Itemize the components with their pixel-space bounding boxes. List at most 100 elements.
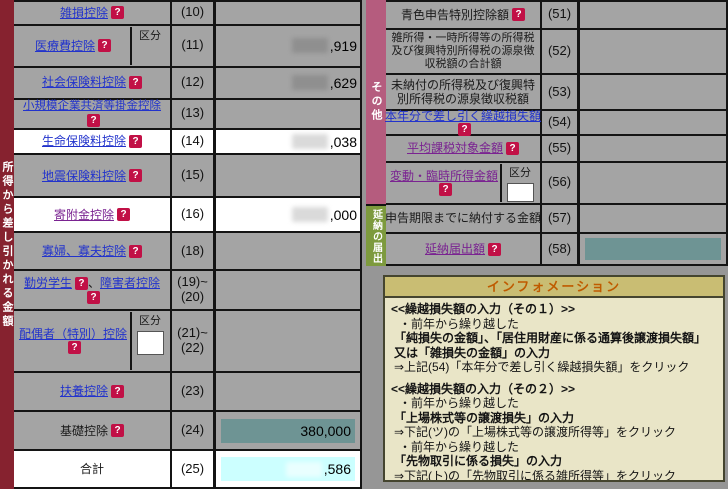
total-label: 合計 <box>79 461 104 476</box>
row-number: (57) <box>542 204 580 233</box>
row-label-cell: 扶養控除? <box>14 372 172 411</box>
donation-deduction-link[interactable]: 寄附金控除 <box>53 207 114 222</box>
other-section-band: その他 <box>366 0 386 204</box>
help-icon[interactable]: ? <box>117 208 130 222</box>
help-icon[interactable]: ? <box>458 123 471 137</box>
row-number: (54) <box>542 110 580 134</box>
redacted-digits <box>291 207 328 223</box>
help-icon[interactable]: ? <box>129 244 142 258</box>
row-value-cell <box>580 75 726 109</box>
row-number: (53) <box>542 75 580 109</box>
table-row: 地震保険料控除? (15) <box>14 155 360 199</box>
help-icon[interactable]: ? <box>98 39 111 53</box>
row-number: (56) <box>542 162 580 203</box>
category-subcell: 区分 <box>130 311 168 370</box>
row-number: (24) <box>172 412 216 450</box>
help-icon[interactable]: ? <box>129 76 142 90</box>
redacted-digits <box>291 75 328 91</box>
help-icon[interactable]: ? <box>111 424 124 438</box>
blue-return-special-deduction-label: 青色申告特別控除額 <box>400 7 509 22</box>
row-value: ,919 <box>329 37 357 54</box>
row-value-cell <box>216 2 360 24</box>
info-line: ⇒上記(54)「本年分で差し引く繰越損失額」をクリック <box>394 360 690 374</box>
row-number: (58) <box>542 234 580 264</box>
category-subcell: 区分 <box>500 163 538 202</box>
help-icon[interactable]: ? <box>68 341 81 355</box>
row-number: (12) <box>172 67 216 98</box>
deferred-payment-section-label: 延納の届出 <box>370 208 382 264</box>
table-row: 合計 (25) ,586 <box>14 451 360 489</box>
row-value-cell <box>580 30 726 74</box>
category-input[interactable] <box>136 330 164 355</box>
help-icon[interactable]: ? <box>488 242 501 256</box>
help-icon[interactable]: ? <box>87 290 100 304</box>
row-number: (15) <box>172 155 216 197</box>
life-insurance-deduction-link[interactable]: 生命保険料控除 <box>41 134 126 149</box>
table-row: 雑所得・一時所得等の所得税及び復興特別所得税の源泉徴収税額の合計額 (52) <box>386 29 726 76</box>
help-icon[interactable]: ? <box>87 113 100 127</box>
help-icon[interactable]: ? <box>129 169 142 183</box>
medical-expense-deduction-link[interactable]: 医療費控除 <box>34 38 95 53</box>
help-icon[interactable]: ? <box>512 8 525 22</box>
basic-deduction-label: 基礎控除 <box>59 423 108 438</box>
help-icon[interactable]: ? <box>111 6 124 20</box>
row-value: ,038 <box>329 133 357 150</box>
row-label-cell: 寄附金控除? <box>14 198 172 232</box>
row-value-cell <box>580 234 726 264</box>
row-value-cell <box>216 100 360 128</box>
table-row: 未納付の所得税及び復興特別所得税の源泉徴収税額 (53) <box>386 75 726 111</box>
row-value: ,586 <box>323 461 351 478</box>
total-amount-field: ,586 <box>221 457 355 482</box>
table-row: 雑損控除? (10) <box>14 2 360 26</box>
help-icon[interactable]: ? <box>111 384 124 398</box>
row-label-cell: 寡婦、寡夫控除? <box>14 233 172 269</box>
row-value-cell: ,038 <box>216 130 360 154</box>
row-label-cell: 本年分で差し引く繰越損失額? <box>385 108 542 137</box>
row-label-cell: 変動・臨時所得金額? 区分 <box>386 162 542 203</box>
dependents-deduction-link[interactable]: 扶養控除 <box>59 384 108 399</box>
table-row: 申告期限までに納付する金額 (57) <box>385 204 726 235</box>
info-line: 「先物取引に係る損失」の入力 <box>394 454 563 468</box>
help-icon[interactable]: ? <box>129 135 142 149</box>
help-icon[interactable]: ? <box>506 141 519 155</box>
carryover-loss-link[interactable]: 本年分で差し引く繰越損失額 <box>385 108 542 123</box>
other-items-table: その他 延納の届出 青色申告特別控除額? (51) 雑所得・一時所得等の所得税及… <box>366 0 728 266</box>
row-number: (55) <box>542 135 580 161</box>
earthquake-insurance-deduction-link[interactable]: 地震保険料控除 <box>41 168 126 183</box>
row-value-cell <box>580 205 726 233</box>
disability-deduction-link[interactable]: 障害者控除 <box>100 276 161 291</box>
row-number: (14) <box>172 129 216 154</box>
row-number: (11) <box>172 25 216 66</box>
info-line: <<繰越損失額の入力（その２）>> <box>391 381 576 396</box>
working-student-deduction-link[interactable]: 勤労学生 <box>23 276 72 291</box>
casualty-loss-deduction-link[interactable]: 雑損控除 <box>59 5 108 20</box>
table-row: 寡婦、寡夫控除? (18) <box>14 233 360 271</box>
deferred-payment-declared-amount-link[interactable]: 延納届出額 <box>424 241 485 256</box>
info-line: ・前年から繰り越した <box>399 396 520 410</box>
row-label-cell: 延納届出額? <box>386 234 542 264</box>
averaged-taxation-amount-link[interactable]: 平均課税対象金額 <box>406 141 503 156</box>
info-line: 「上場株式等の譲渡損失」の入力 <box>394 410 575 425</box>
unpaid-withholding-tax-label: 未納付の所得税及び復興特別所得税の源泉徴収税額 <box>390 77 535 107</box>
basic-deduction-amount-field: 380,000 <box>221 418 355 443</box>
fluctuating-temporary-income-link[interactable]: 変動・臨時所得金額 <box>389 168 498 183</box>
help-icon[interactable]: ? <box>74 276 88 290</box>
table-row: 勤労学生?、障害者控除? (19)~ (20) <box>14 270 360 311</box>
category-input[interactable] <box>506 182 534 202</box>
row-label-cell: 申告期限までに納付する金額 <box>385 204 542 233</box>
small-business-mutual-aid-deduction-link[interactable]: 小規模企業共済等掛金控除 <box>23 100 161 113</box>
row-value-cell <box>216 311 360 371</box>
row-value-cell <box>216 233 360 269</box>
row-label-cell: 配偶者（特別）控除? 区分 <box>14 310 172 371</box>
info-line: ⇒下記(ツ)の「上場株式等の譲渡所得等」をクリック <box>394 425 677 439</box>
social-insurance-deduction-link[interactable]: 社会保険料控除 <box>41 75 126 90</box>
help-icon[interactable]: ? <box>439 183 452 197</box>
table-row: 基礎控除? (24) 380,000 <box>14 412 360 452</box>
row-label-cell: 生命保険料控除? <box>14 129 172 154</box>
redacted-digits <box>291 38 328 54</box>
row-label-cell: 青色申告特別控除額? <box>386 2 542 28</box>
widow-deduction-link[interactable]: 寡婦、寡夫控除 <box>41 243 126 258</box>
row-value-cell <box>580 136 726 161</box>
spouse-special-deduction-link[interactable]: 配偶者（特別）控除 <box>18 326 127 341</box>
row-label-cell: 未納付の所得税及び復興特別所得税の源泉徴収税額 <box>386 75 542 109</box>
